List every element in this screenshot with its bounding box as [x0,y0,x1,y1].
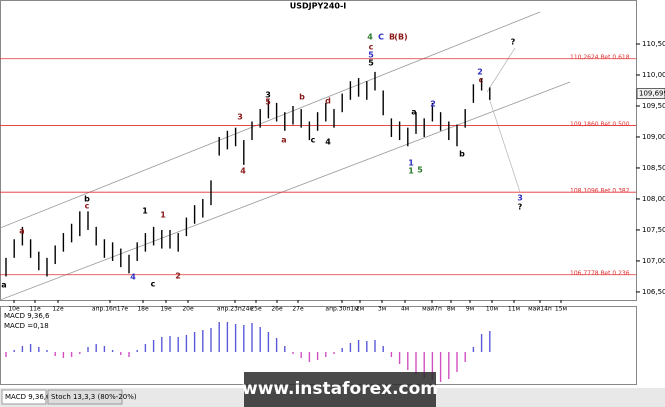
wave-label: a [19,227,24,236]
x-tick-label: 11е [29,306,41,313]
wave-label: 2 [175,272,181,281]
x-tick-label: 26е [271,306,283,313]
last-price-box [636,88,665,99]
retracement-label: 109,1860 Ret 0.500 [570,121,630,128]
wave-label: 1 [408,159,414,168]
wave-label: (B) [394,33,407,42]
wave-label: 5 [368,51,374,60]
y-tick-label: 109,000 [642,133,665,141]
x-tick-label: 10м [486,306,498,313]
macd-title: MACD 9,36,6 [4,312,50,320]
watermark: www.instaforex.com [242,379,438,399]
price-panel-frame [0,0,637,301]
wave-label: 4 [325,138,331,147]
x-tick-label: 10е [8,306,20,313]
y-tick-label: 108,000 [642,195,665,203]
wave-label: 1 [408,167,414,176]
wave-label: a [1,281,6,290]
retracement-label: 108,1096 Ret 0.382 [570,188,630,195]
x-tick-label: апр.30п1м [325,306,358,313]
retracement-label: 106,7778 Ret 0.236 [570,270,630,277]
x-tick-label: 9м [466,306,474,313]
macd-value: MACD =0,18 [4,322,49,330]
x-tick-label: 19е [160,306,172,313]
wave-label: 5 [265,98,271,107]
y-tick-label: 107,500 [642,226,665,234]
y-tick-label: 109,500 [642,102,665,110]
tab-label[interactable]: MACD 9,36,6 [5,393,51,401]
wave-label: 4 [240,167,246,176]
wave-label: B [389,33,395,42]
retracement-label: 110,2624 Ret 0.618 [570,54,630,61]
x-tick-label: 18е [137,306,149,313]
wave-label: b [459,150,465,159]
wave-label: 3 [265,91,271,100]
chart-title: USDJPY240-I [290,2,347,11]
wave-label: b [299,93,305,102]
wave-label: 4 [130,273,136,282]
last-price-label: 109,699 [639,90,665,98]
wave-label: 5 [417,166,423,175]
x-tick-label: 27е [292,306,304,313]
watermark-band [244,372,436,407]
wave-label: c [85,202,90,211]
y-tick-label: 108,500 [642,164,665,172]
wave-label: ? [518,203,523,212]
wave-label: 2 [477,68,483,77]
wave-label: c [311,136,316,145]
x-tick-label: апр.23п24е [217,306,254,313]
x-tick-label: 3м [378,306,386,313]
x-tick-label: 25е [250,306,262,313]
wave-label: 1 [160,211,166,220]
y-tick-label: 106,500 [642,288,665,296]
tab[interactable] [47,389,123,405]
projection-down [488,97,521,193]
wave-label: ? [511,38,516,47]
wave-label: b [84,195,90,204]
channel-lower [0,81,571,301]
wave-label: c [151,280,156,289]
wave-label: c [479,76,484,85]
x-tick-label: 4м [401,306,409,313]
x-tick-label: 12е [52,306,64,313]
x-tick-label: 15м [555,306,567,313]
wave-label: a [281,136,286,145]
wave-label: 1 [142,207,148,216]
y-tick-label: 107,000 [642,257,665,265]
x-tick-label: 2м [356,306,364,313]
x-tick-label: 11м [508,306,520,313]
tab[interactable] [1,389,47,405]
wave-label: 3 [237,113,243,122]
x-tick-label: апр.16п17е [92,306,129,313]
wave-label: 4 [367,33,373,42]
wave-label: a [411,108,416,117]
x-tick-label: май7п [422,306,442,313]
y-tick-label: 110,500 [642,40,665,48]
x-tick-label: 20е [182,306,194,313]
projection-up [486,47,516,93]
wave-label: 2 [430,100,436,109]
wave-label: 5 [368,59,374,68]
x-tick-label: 8м [447,306,455,313]
y-tick-label: 110,000 [642,71,665,79]
wave-label: d [325,97,331,106]
wave-label: 3 [517,194,523,203]
wave-label: c [369,43,374,52]
wave-label: C [378,33,384,42]
x-tick-label: май14п [528,306,552,313]
tab-label[interactable]: Stoch 13,3,3 (80%-20%) [51,393,137,401]
